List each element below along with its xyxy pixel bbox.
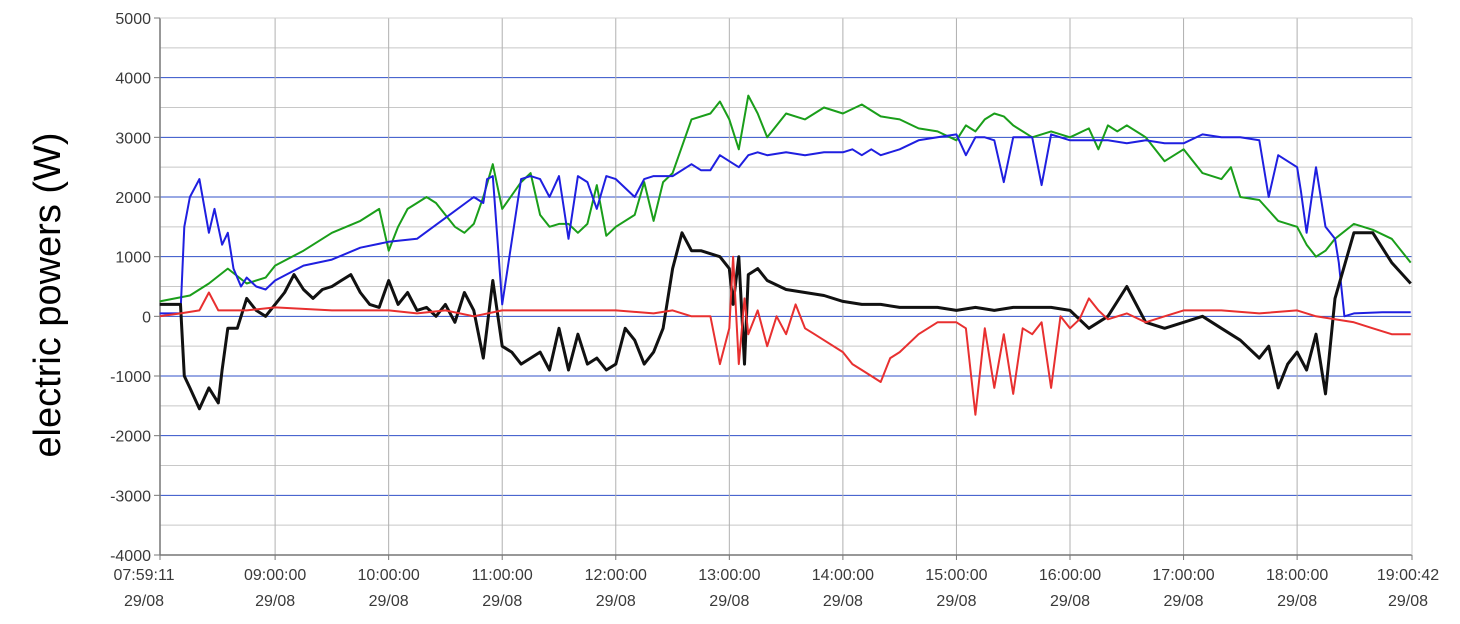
y-tick-label: 2000 [115,190,151,207]
gridlines [159,18,1413,555]
x-tick-date: 29/08 [369,593,409,610]
y-axis-label-box: electric powers (W) [27,132,69,457]
series-line-1 [159,94,1412,303]
x-tick-date: 29/08 [596,593,636,610]
y-axis-label: electric powers (W) [27,132,69,457]
series-line-2 [159,133,1411,318]
x-tick-labels: 07:59:11 29/08 09:00:00 29/08 10:00:00 29/08 1… [113,555,1439,610]
y-tick-label: 0 [142,309,151,326]
x-tick-label: 18:00:00 [1266,567,1328,584]
x-tick-label: 11:00:00 [472,567,533,584]
y-tick-label: 4000 [115,71,151,88]
y-tick-label: 3000 [115,130,151,147]
series-line-3 [159,231,1412,411]
x-tick-date: 29/08 [1164,593,1204,610]
x-tick-date: 29/08 [709,593,749,610]
x-tick-label: 19:00:42 [1377,567,1439,584]
x-tick-label: 07:59:11 [113,567,174,584]
series-line-4 [159,255,1411,416]
y-tick-label: 5000 [115,11,151,28]
x-tick-label: 09:00:00 [244,567,306,584]
x-tick-label: 15:00:00 [925,567,987,584]
axes [159,17,1413,556]
x-tick-date: 29/08 [1388,593,1428,610]
x-tick-date: 29/08 [823,593,863,610]
y-tick-labels: 5000 4000 3000 2000 1000 0 -1000 -2000 -3000 -400… [110,11,160,565]
x-tick-label: 10:00:00 [358,567,420,584]
y-tick-label: -1000 [110,369,151,386]
x-tick-label: 14:00:00 [812,567,874,584]
x-tick-label: 16:00:00 [1039,567,1101,584]
x-tick-label: 17:00:00 [1152,567,1214,584]
series-group [159,94,1412,416]
x-tick-date: 29/08 [255,593,295,610]
x-tick-date: 29/08 [1050,593,1090,610]
y-tick-label: -4000 [110,548,151,565]
x-tick-date: 29/08 [936,593,976,610]
y-tick-label: -2000 [110,429,151,446]
y-tick-label: -3000 [110,488,151,505]
x-tick-label: 13:00:00 [698,567,760,584]
x-tick-date: 29/08 [124,593,164,610]
x-tick-date: 29/08 [1277,593,1317,610]
x-tick-date: 29/08 [482,593,522,610]
x-tick-label: 12:00:00 [585,567,647,584]
y-tick-label: 1000 [115,250,151,267]
